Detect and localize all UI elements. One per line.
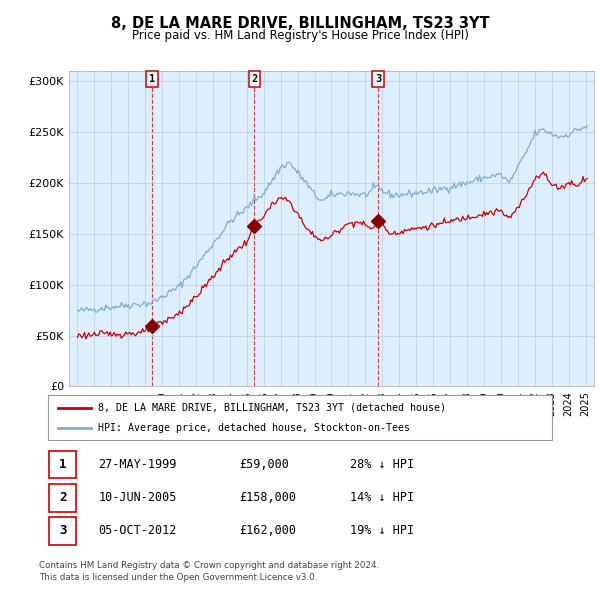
Text: 10-JUN-2005: 10-JUN-2005	[98, 490, 177, 504]
Text: £59,000: £59,000	[239, 457, 289, 471]
Text: This data is licensed under the Open Government Licence v3.0.: This data is licensed under the Open Gov…	[39, 572, 317, 582]
FancyBboxPatch shape	[49, 451, 76, 478]
Text: 3: 3	[375, 74, 381, 84]
Text: £162,000: £162,000	[239, 523, 296, 537]
FancyBboxPatch shape	[49, 517, 76, 545]
Text: HPI: Average price, detached house, Stockton-on-Tees: HPI: Average price, detached house, Stoc…	[98, 424, 410, 434]
Text: 3: 3	[59, 523, 67, 537]
Text: 1: 1	[149, 74, 155, 84]
Text: 2: 2	[251, 74, 257, 84]
Text: 8, DE LA MARE DRIVE, BILLINGHAM, TS23 3YT: 8, DE LA MARE DRIVE, BILLINGHAM, TS23 3Y…	[110, 16, 490, 31]
Text: 1: 1	[59, 457, 67, 471]
Text: 8, DE LA MARE DRIVE, BILLINGHAM, TS23 3YT (detached house): 8, DE LA MARE DRIVE, BILLINGHAM, TS23 3Y…	[98, 403, 446, 412]
Text: 27-MAY-1999: 27-MAY-1999	[98, 457, 177, 471]
Text: 2: 2	[59, 490, 67, 504]
Text: 05-OCT-2012: 05-OCT-2012	[98, 523, 177, 537]
Text: 28% ↓ HPI: 28% ↓ HPI	[350, 457, 415, 471]
Text: Contains HM Land Registry data © Crown copyright and database right 2024.: Contains HM Land Registry data © Crown c…	[39, 560, 379, 570]
FancyBboxPatch shape	[49, 484, 76, 512]
Text: Price paid vs. HM Land Registry's House Price Index (HPI): Price paid vs. HM Land Registry's House …	[131, 29, 469, 42]
Text: 19% ↓ HPI: 19% ↓ HPI	[350, 523, 415, 537]
Text: £158,000: £158,000	[239, 490, 296, 504]
Text: 14% ↓ HPI: 14% ↓ HPI	[350, 490, 415, 504]
